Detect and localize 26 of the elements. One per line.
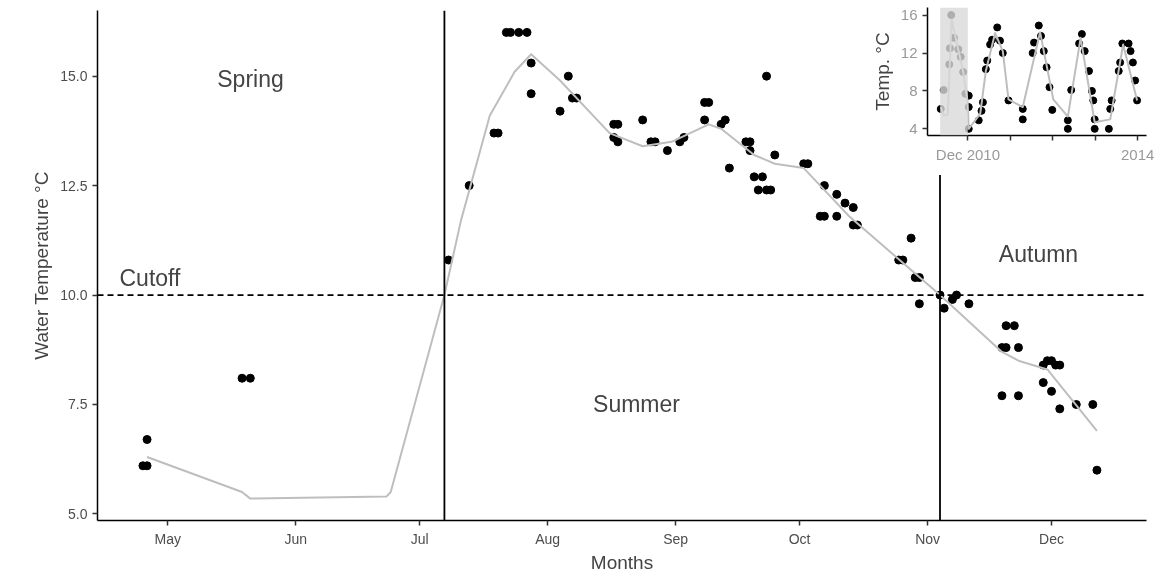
y-tick-label: 7.5 [68, 396, 88, 413]
x-tick-label: Sep [663, 530, 689, 547]
x-tick-label: Dec 2010 [935, 145, 1001, 163]
y-axis-title: Water Temperature °C [31, 171, 53, 360]
y-tick-label: 12 [900, 44, 918, 62]
x-tick-label: Nov [915, 530, 941, 547]
y-tick-label: 10.0 [60, 287, 88, 304]
x-tick-label: 2014 [1120, 145, 1155, 163]
annotation: Autumn [998, 240, 1079, 267]
annotation: Summer [593, 390, 681, 417]
x-tick-label: Oct [788, 530, 811, 547]
x-tick-label: Jul [410, 530, 429, 547]
annotation: Spring [217, 65, 284, 92]
x-tick-label: Jun [284, 530, 308, 547]
y-tick-label: 15.0 [60, 68, 88, 85]
y-tick-label: 5.0 [68, 505, 88, 522]
x-tick-label: May [154, 530, 181, 547]
y-axis-title: Temp. °C [871, 32, 893, 111]
x-tick-label: Dec [1039, 530, 1064, 547]
y-tick-label: 16 [900, 6, 918, 24]
ref-line-label: Cutoff [119, 265, 182, 292]
y-tick-label: 8 [909, 81, 918, 99]
y-tick-label: 4 [909, 119, 918, 137]
x-axis-title: Months [590, 551, 654, 573]
y-tick-label: 12.5 [60, 177, 88, 194]
x-tick-label: Aug [535, 530, 561, 547]
